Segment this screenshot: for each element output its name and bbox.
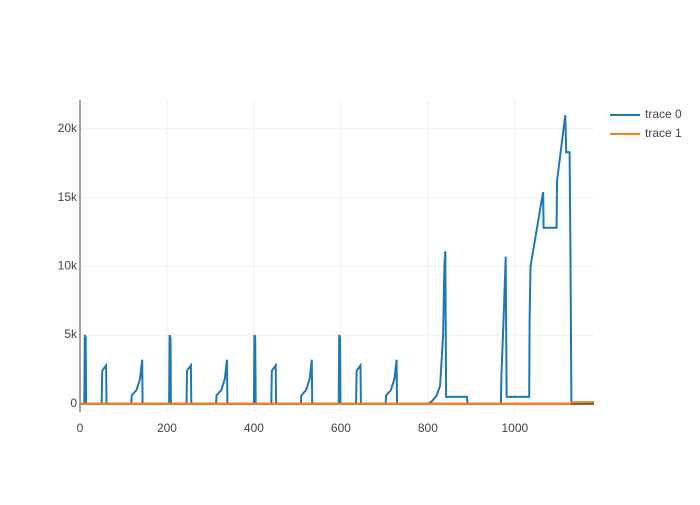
y-tick-label: 5k [64,327,78,341]
y-tick-label: 20k [58,121,78,135]
x-tick-label: 800 [418,421,438,435]
legend-label: trace 0 [645,107,682,121]
x-tick-label: 600 [331,421,351,435]
x-tick-label: 200 [157,421,177,435]
y-tick-label: 0 [70,396,77,410]
x-tick-label: 1000 [502,421,529,435]
y-tick-label: 15k [58,190,78,204]
line [80,114,594,405]
y-tick-label: 10k [58,258,78,272]
line [80,401,595,405]
x-tick-label: 400 [244,421,264,435]
x-tick-label: 0 [77,421,84,435]
legend-label: trace 1 [645,126,682,140]
